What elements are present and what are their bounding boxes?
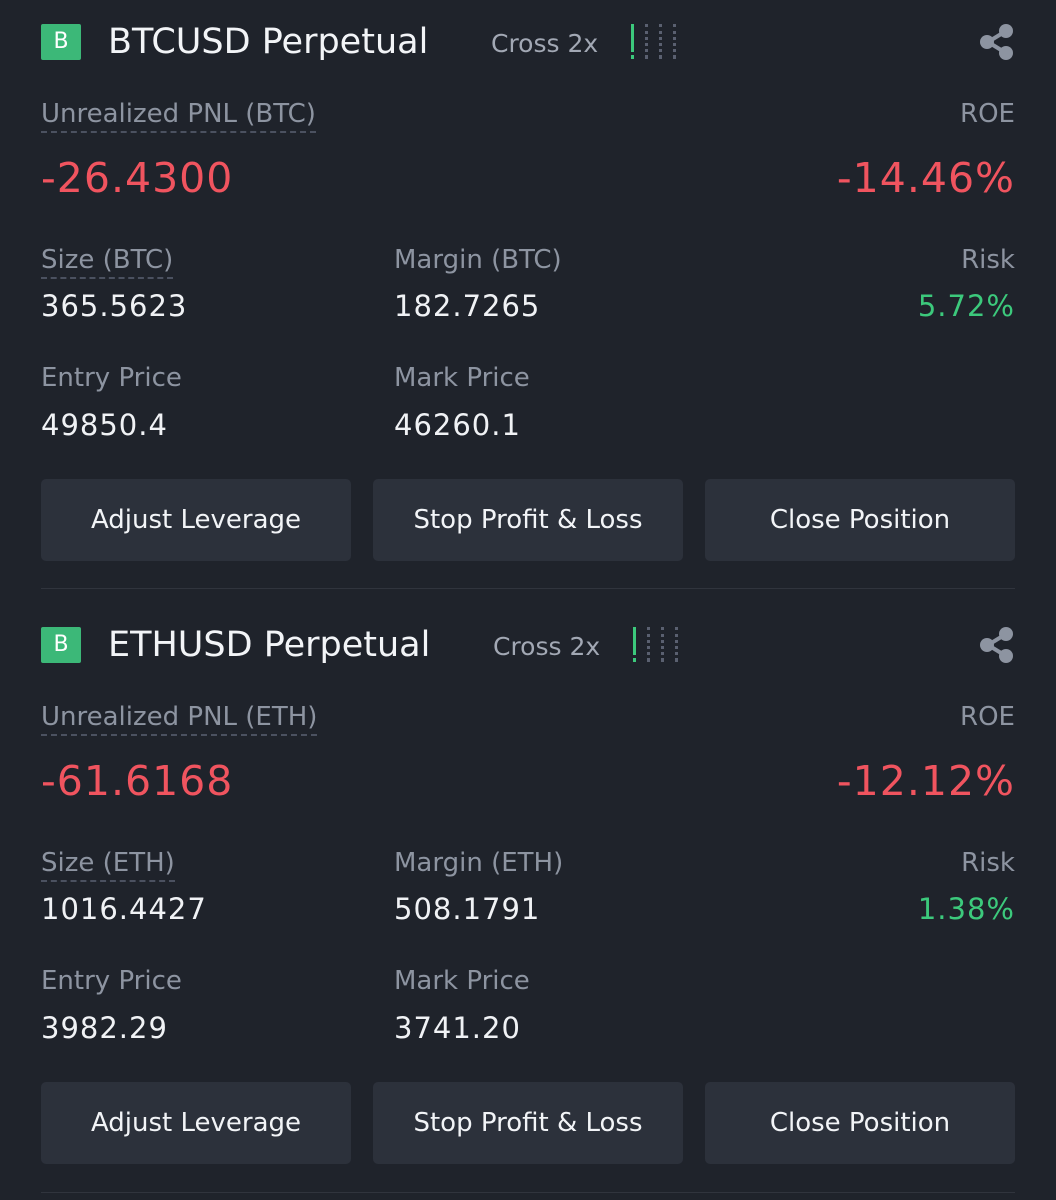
mark-price-value: 46260.1 [394, 408, 521, 442]
risk-bar-2 [647, 627, 650, 655]
adjust-leverage-button[interactable]: Adjust Leverage [41, 1082, 351, 1164]
risk-label: Risk [961, 245, 1015, 275]
margin-value: 182.7265 [394, 289, 541, 323]
position-header: B ETHUSD Perpetual Cross 2x [41, 603, 1015, 683]
roe-label: ROE [960, 702, 1015, 732]
adjust-leverage-button[interactable]: Adjust Leverage [41, 479, 351, 561]
risk-dot-1 [631, 55, 634, 59]
unrealized-pnl-value: -61.6168 [41, 757, 234, 805]
card-divider [41, 588, 1015, 589]
close-position-button[interactable]: Close Position [705, 479, 1015, 561]
risk-value: 1.38% [917, 892, 1015, 926]
entry-price-label: Entry Price [41, 363, 182, 393]
risk-dot-2 [645, 55, 648, 59]
margin-label: Margin (BTC) [394, 245, 562, 275]
close-position-button[interactable]: Close Position [705, 1082, 1015, 1164]
stop-profit-loss-button[interactable]: Stop Profit & Loss [373, 479, 683, 561]
risk-level-icon [631, 24, 683, 62]
risk-label: Risk [961, 848, 1015, 878]
position-symbol[interactable]: ETHUSD Perpetual [108, 625, 431, 665]
risk-dot-4 [675, 658, 678, 662]
roe-value: -12.12% [836, 757, 1015, 805]
size-label[interactable]: Size (ETH) [41, 846, 175, 882]
position-header: B BTCUSD Perpetual Cross 2x [41, 0, 1015, 80]
entry-price-value: 3982.29 [41, 1011, 168, 1045]
roe-value: -14.46% [836, 154, 1015, 202]
share-icon[interactable] [977, 625, 1017, 665]
unrealized-pnl-value: -26.4300 [41, 154, 234, 202]
stop-profit-loss-button[interactable]: Stop Profit & Loss [373, 1082, 683, 1164]
mark-price-value: 3741.20 [394, 1011, 521, 1045]
mark-price-label: Mark Price [394, 966, 530, 996]
position-card-ethusd: B ETHUSD Perpetual Cross 2x [41, 603, 1015, 1164]
risk-bar-1 [631, 24, 634, 52]
risk-dot-1 [633, 658, 636, 662]
margin-label: Margin (ETH) [394, 848, 564, 878]
risk-bar-3 [659, 24, 662, 52]
risk-dot-4 [673, 55, 676, 59]
risk-value: 5.72% [917, 289, 1015, 323]
unrealized-pnl-label[interactable]: Unrealized PNL (BTC) [41, 97, 316, 133]
position-card-btcusd: B BTCUSD Perpetual Cross 2x [41, 0, 1015, 561]
risk-dot-3 [659, 55, 662, 59]
entry-price-label: Entry Price [41, 966, 182, 996]
risk-bar-4 [675, 627, 678, 655]
mark-price-label: Mark Price [394, 363, 530, 393]
contract-type-badge: B [41, 627, 81, 663]
margin-mode-label[interactable]: Cross 2x [491, 29, 599, 58]
position-symbol[interactable]: BTCUSD Perpetual [108, 22, 429, 62]
margin-mode-label[interactable]: Cross 2x [493, 632, 601, 661]
risk-dot-3 [661, 658, 664, 662]
risk-bar-1 [633, 627, 636, 655]
size-label[interactable]: Size (BTC) [41, 243, 174, 279]
risk-bar-3 [661, 627, 664, 655]
risk-level-icon [633, 627, 685, 665]
share-icon[interactable] [977, 22, 1017, 62]
card-divider [41, 1192, 1015, 1193]
risk-bar-4 [673, 24, 676, 52]
risk-bar-2 [645, 24, 648, 52]
size-value: 1016.4427 [41, 892, 207, 926]
size-value: 365.5623 [41, 289, 188, 323]
unrealized-pnl-label[interactable]: Unrealized PNL (ETH) [41, 700, 318, 736]
entry-price-value: 49850.4 [41, 408, 168, 442]
roe-label: ROE [960, 99, 1015, 129]
contract-type-badge: B [41, 24, 81, 60]
risk-dot-2 [647, 658, 650, 662]
margin-value: 508.1791 [394, 892, 541, 926]
